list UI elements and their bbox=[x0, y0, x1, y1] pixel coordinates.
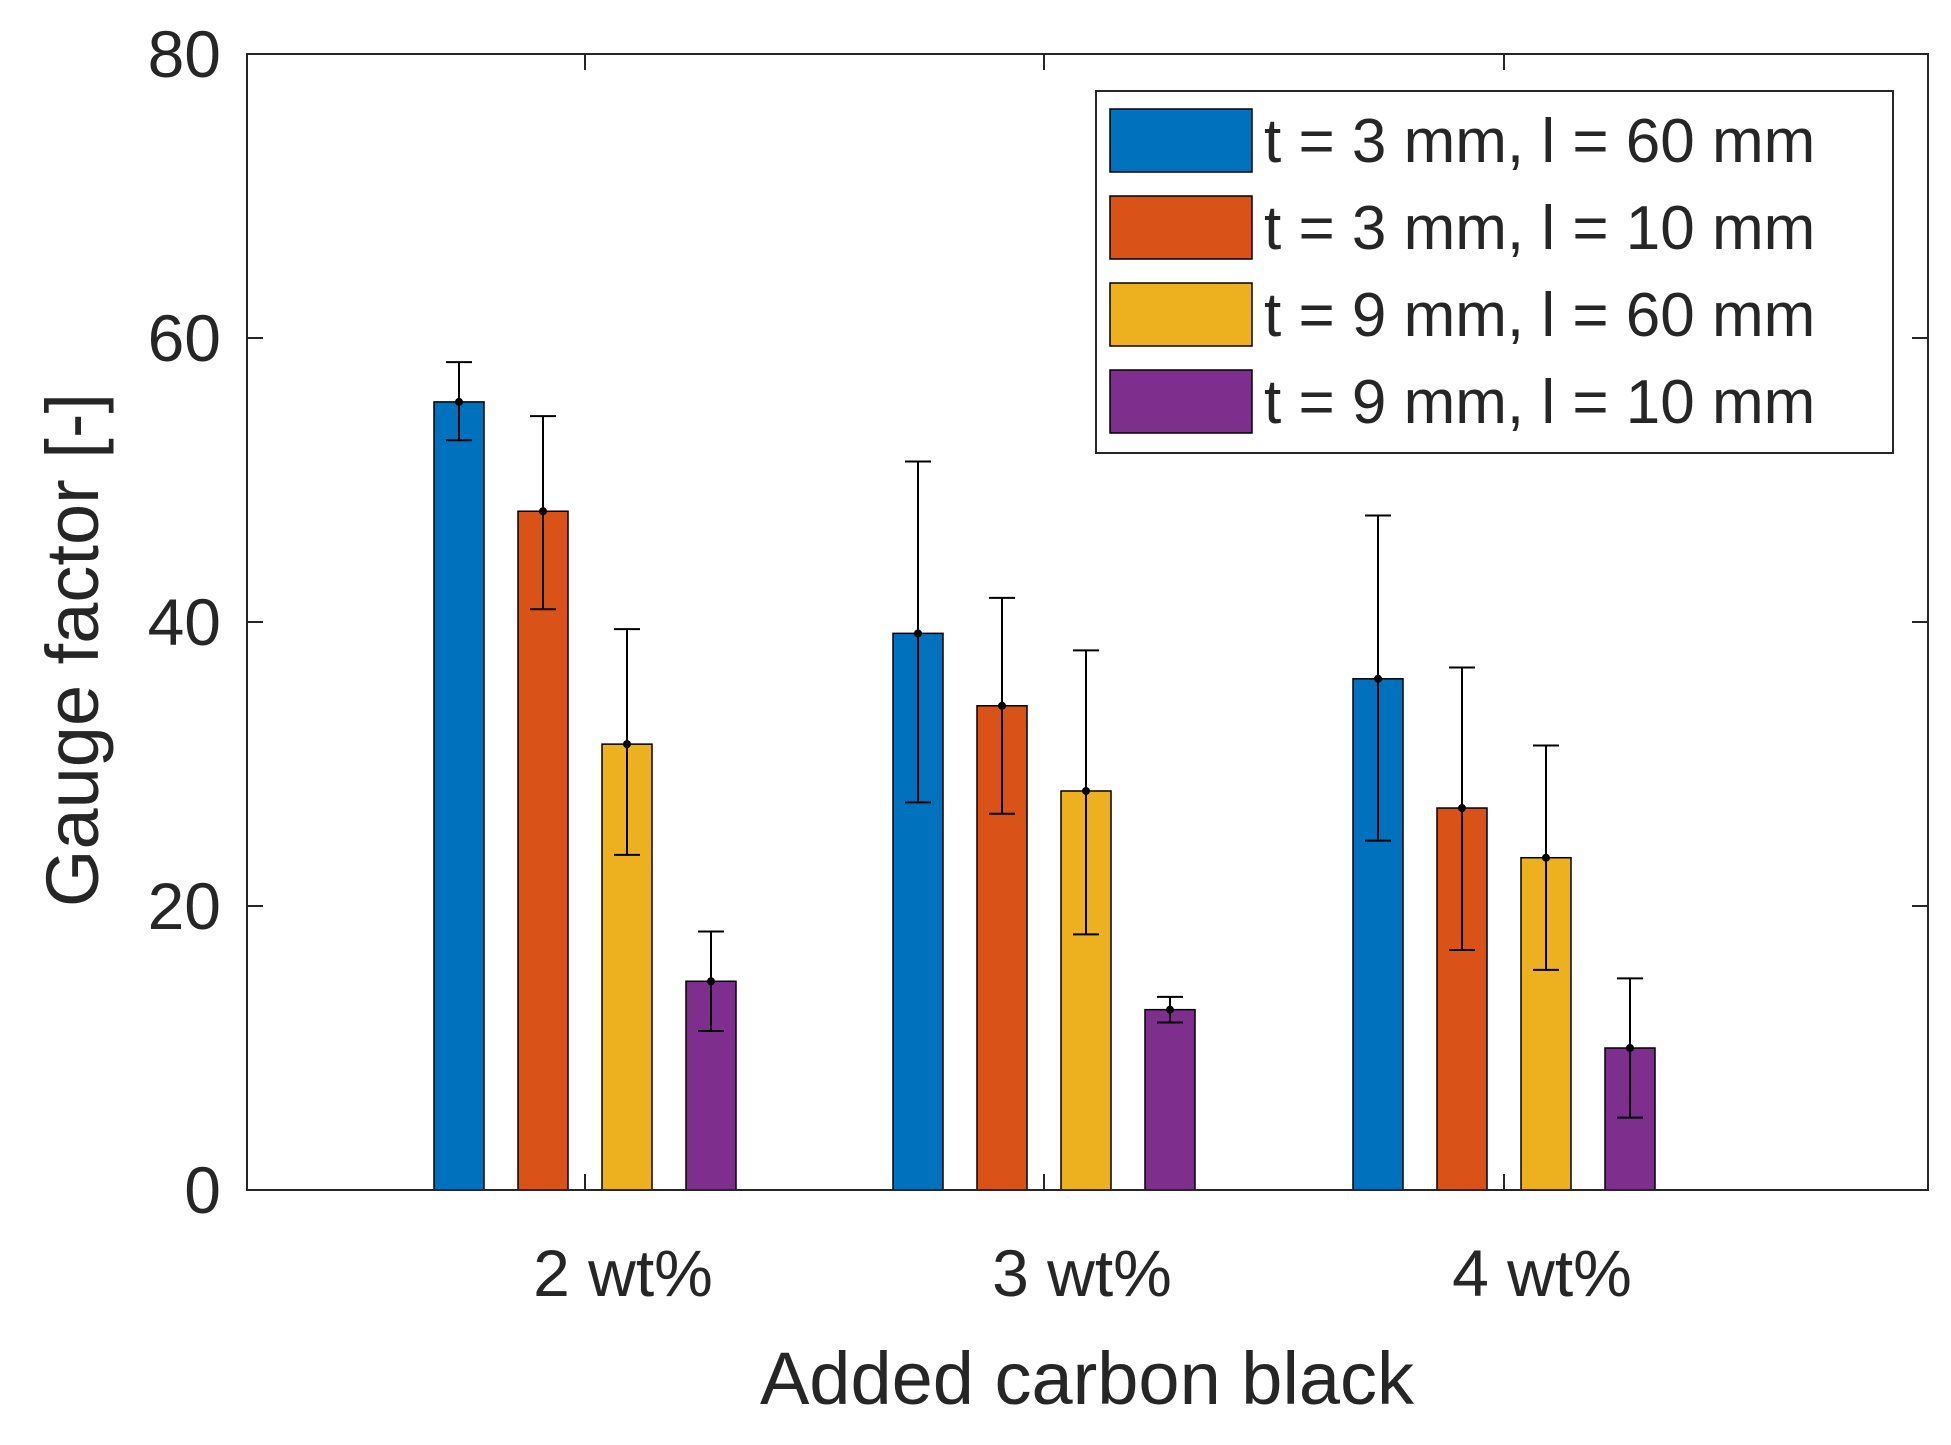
legend-label: t = 3 mm, l = 60 mm bbox=[1264, 107, 1815, 176]
legend: t = 3 mm, l = 60 mm t = 3 mm, l = 10 mm t … bbox=[1095, 90, 1894, 454]
bar bbox=[433, 401, 485, 1191]
bar bbox=[517, 510, 569, 1191]
x-tick-label: 3 wt% bbox=[992, 1236, 1172, 1310]
legend-swatch bbox=[1109, 108, 1253, 173]
legend-label: t = 9 mm, l = 60 mm bbox=[1264, 281, 1815, 350]
bar bbox=[1144, 1008, 1196, 1191]
bar bbox=[976, 705, 1028, 1191]
data-point-marker bbox=[1626, 1044, 1634, 1052]
legend-swatch bbox=[1109, 195, 1253, 260]
y-tick-label: 80 bbox=[148, 17, 221, 91]
data-point-marker bbox=[455, 397, 463, 406]
legend-label: t = 9 mm, l = 10 mm bbox=[1264, 368, 1815, 437]
y-tick-label: 60 bbox=[148, 301, 221, 375]
x-tick-label: 4 wt% bbox=[1452, 1236, 1632, 1310]
y-tick-label: 0 bbox=[184, 1153, 221, 1227]
y-tick-label: 40 bbox=[148, 585, 221, 659]
legend-swatch bbox=[1109, 369, 1253, 434]
data-point-marker bbox=[914, 629, 922, 638]
legend-label: t = 3 mm, l = 10 mm bbox=[1264, 194, 1815, 263]
data-point-marker bbox=[539, 507, 547, 516]
x-tick-label: 2 wt% bbox=[533, 1236, 713, 1310]
data-point-marker bbox=[998, 701, 1006, 710]
legend-swatch bbox=[1109, 282, 1253, 347]
data-point-marker bbox=[623, 740, 631, 749]
y-axis-label: Gauge factor [-] bbox=[31, 393, 114, 907]
y-tick-label: 20 bbox=[148, 869, 221, 943]
data-point-marker bbox=[1082, 786, 1090, 795]
x-axis-label: Added carbon black bbox=[760, 1337, 1415, 1420]
bars-layer bbox=[433, 401, 1656, 1191]
error-bars-layer bbox=[446, 361, 1643, 1119]
data-point-marker bbox=[1458, 804, 1466, 813]
data-point-marker bbox=[1166, 1005, 1174, 1014]
data-point-marker bbox=[1374, 674, 1382, 683]
axes-layer: 0 20 40 60 80 2 wt% 3 wt% 4 wt% bbox=[148, 17, 1929, 1310]
data-point-marker bbox=[1542, 853, 1550, 862]
data-point-marker bbox=[707, 977, 715, 986]
